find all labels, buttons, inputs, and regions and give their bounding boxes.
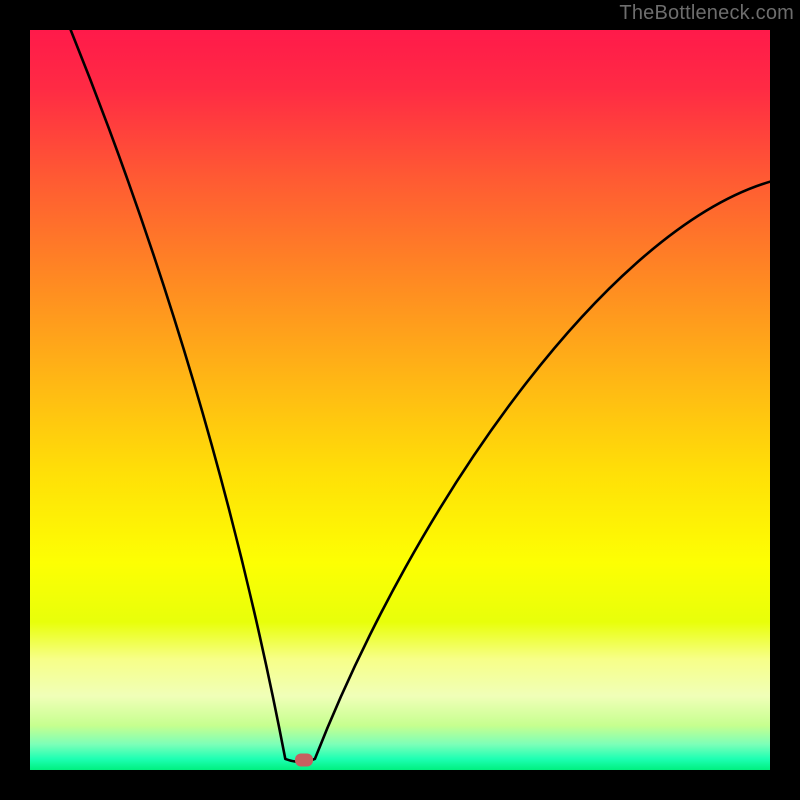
watermark-text: TheBottleneck.com: [619, 2, 794, 25]
plot-svg: [30, 30, 770, 770]
gradient-background: [30, 30, 770, 770]
chart-container: TheBottleneck.com: [0, 0, 800, 800]
plot-area: [30, 30, 770, 770]
optimum-marker: [295, 754, 313, 767]
